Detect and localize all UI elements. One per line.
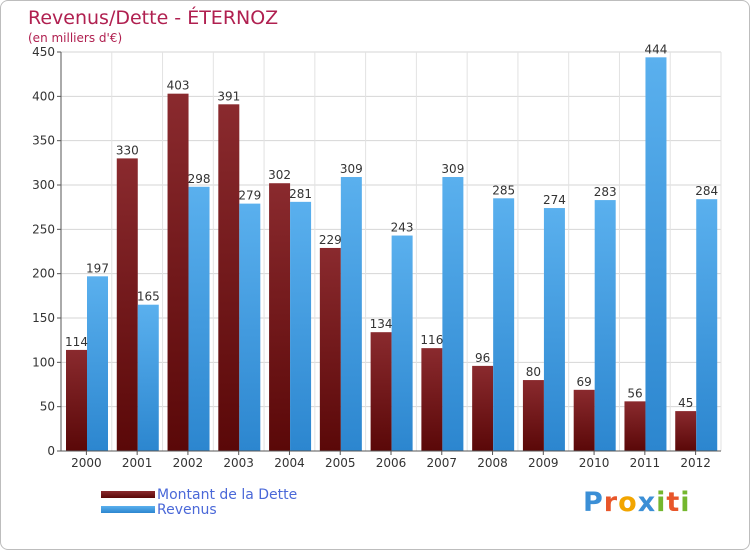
logo-letter: r (603, 487, 619, 518)
y-tick-label: 0 (47, 444, 55, 458)
bar-revenus (137, 304, 159, 451)
bars (66, 57, 718, 452)
bar-revenus (290, 201, 312, 451)
bar-dette (66, 349, 87, 451)
bar-dette (573, 389, 595, 451)
x-tick-label: 2006 (376, 456, 407, 470)
bar-revenus (340, 177, 362, 451)
data-label: 114 (65, 335, 88, 349)
bar-revenus (188, 186, 210, 452)
x-tick-label: 2011 (630, 456, 661, 470)
bar-dette (421, 348, 443, 451)
data-label: 116 (420, 333, 443, 347)
data-label: 283 (594, 185, 617, 199)
data-label: 285 (492, 183, 515, 197)
bar-revenus (391, 235, 413, 451)
y-tick-label: 100 (32, 355, 55, 369)
data-label: 298 (188, 172, 211, 186)
legend-label-revenus: Revenus (157, 501, 217, 518)
data-label: 302 (268, 168, 291, 182)
y-tick-label: 450 (32, 45, 55, 59)
bar-dette (269, 183, 291, 451)
y-tick-label: 150 (32, 311, 55, 325)
x-tick-label: 2008 (477, 456, 508, 470)
data-label: 229 (319, 233, 342, 247)
y-tick-label: 250 (32, 222, 55, 236)
legend-swatch-revenus (101, 506, 155, 513)
legend-item-revenus: Revenus (101, 501, 297, 518)
bar-revenus (87, 276, 108, 451)
logo-letter: t (666, 487, 681, 518)
y-tick-label: 300 (32, 178, 55, 192)
bar-revenus (543, 208, 565, 451)
data-label: 45 (678, 396, 693, 410)
data-label: 281 (289, 187, 312, 201)
bar-revenus (645, 57, 667, 451)
bar-revenus (442, 177, 464, 451)
logo-letter: x (637, 487, 657, 518)
x-axis: 2000 2001 2002 2003 2004 2005 2006 2007 2008 2009… (61, 450, 721, 470)
logo-letter: i (680, 487, 691, 518)
x-tick-label: 2001 (122, 456, 153, 470)
chart-subtitle: (en milliers d'€) (28, 31, 123, 45)
bar-revenus (594, 200, 616, 451)
data-label: 134 (370, 317, 393, 331)
data-label: 69 (577, 375, 592, 389)
x-tick-label: 2012 (680, 456, 711, 470)
x-tick-label: 2000 (71, 456, 102, 470)
data-label: 444 (645, 42, 668, 56)
legend: Montant de la Dette Revenus (101, 486, 298, 518)
x-tick-label: 2005 (325, 456, 356, 470)
data-label: 279 (238, 189, 261, 203)
bar-revenus (493, 198, 515, 451)
y-axis: 0 50 100 150 200 250 300 350 400 450 (32, 45, 62, 458)
bar-dette (472, 365, 494, 451)
data-label: 309 (340, 162, 363, 176)
y-tick-label: 200 (32, 267, 55, 281)
bar-dette (522, 380, 544, 451)
chart-title: Revenus/Dette - ÉTERNOZ (28, 7, 279, 29)
data-label: 243 (391, 221, 414, 235)
data-label: 274 (543, 193, 566, 207)
bar-revenus (239, 203, 261, 451)
legend-item-debt: Montant de la Dette (101, 486, 298, 503)
bar-revenus (696, 199, 718, 451)
logo-letter: i (656, 487, 667, 518)
data-label: 197 (86, 261, 109, 275)
y-tick-label: 400 (32, 89, 55, 103)
proxiti-logo: Proxiti (583, 487, 691, 518)
bar-dette (116, 158, 138, 451)
bar-dette (218, 104, 240, 452)
x-tick-label: 2007 (426, 456, 457, 470)
logo-letter: P (583, 487, 604, 518)
legend-swatch-debt (101, 491, 155, 498)
data-label: 96 (475, 351, 490, 365)
x-tick-label: 2002 (173, 456, 204, 470)
data-label: 165 (137, 290, 160, 304)
data-label: 284 (695, 184, 718, 198)
x-tick-label: 2004 (274, 456, 305, 470)
x-tick-label: 2009 (528, 456, 559, 470)
data-label: 330 (116, 143, 139, 157)
bar-dette (624, 401, 646, 451)
logo-letter: o (618, 487, 638, 518)
bar-dette (675, 411, 697, 451)
data-label: 80 (526, 365, 541, 379)
bar-dette (370, 332, 392, 451)
data-label: 309 (441, 162, 464, 176)
bar-dette (167, 93, 189, 451)
data-labels: 114 197 330 165 403 298 391 279 302 281 229 309 134 2… (65, 42, 718, 410)
data-label: 403 (167, 79, 190, 93)
legend-label-debt: Montant de la Dette (157, 486, 298, 503)
x-tick-label: 2003 (223, 456, 254, 470)
y-tick-label: 350 (32, 134, 55, 148)
data-label: 56 (627, 386, 642, 400)
bar-dette (319, 247, 341, 451)
data-label: 391 (217, 89, 240, 103)
y-tick-label: 50 (40, 400, 55, 414)
x-tick-label: 2010 (579, 456, 610, 470)
